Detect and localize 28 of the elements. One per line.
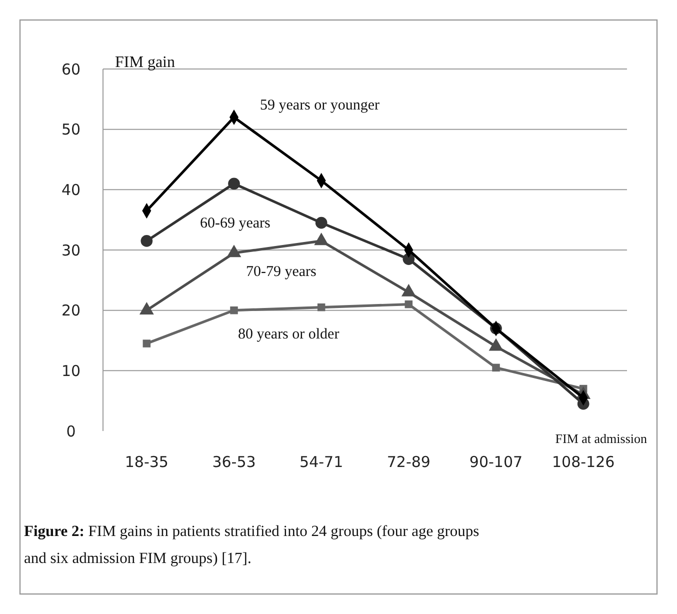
x-tick-label: 90-107 (469, 453, 523, 471)
point (142, 340, 151, 348)
point (404, 300, 413, 308)
series-label: 70-79 years (246, 264, 317, 280)
point (317, 303, 326, 312)
y-tick-label: 0 (66, 422, 76, 440)
point (230, 306, 238, 314)
series-label: 80 years or older (238, 326, 340, 342)
x-tick-label: 72-89 (386, 453, 430, 471)
y-tick-label: 20 (61, 302, 81, 320)
y-tick-label: 60 (61, 60, 81, 78)
series-label: 59 years or younger (260, 97, 380, 114)
point (315, 216, 328, 229)
y-axis-title: FIM gain (115, 54, 175, 71)
caption: Figure 2: FIM gains in patients stratified into 24 groups (four age groups and six admission FIM groups) [17]. (24, 523, 480, 567)
x-axis-title: FIM at admission (555, 431, 648, 446)
series-label: 60-69 years (200, 216, 271, 232)
y-tick-label: 40 (61, 180, 81, 199)
point (492, 364, 500, 372)
x-tick-label: 54-71 (300, 453, 344, 471)
point (228, 178, 240, 190)
y-tick-label: 10 (61, 362, 81, 380)
y-tick-label: 50 (61, 120, 81, 139)
x-tick-label: 18-35 (124, 453, 168, 471)
x-tick-label: 36-53 (212, 453, 256, 471)
y-tick-label: 30 (61, 241, 81, 260)
x-tick-label: 108-126 (552, 453, 615, 471)
point (140, 235, 153, 247)
